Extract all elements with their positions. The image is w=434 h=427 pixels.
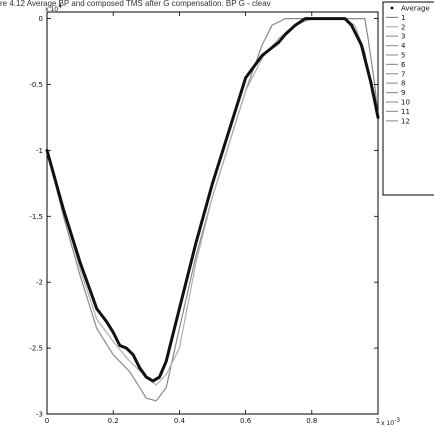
x-tick-label: 0.6 [240,417,252,425]
legend-label: 8 [401,80,405,88]
legend-entry: 12 [386,117,410,125]
y-tick-label: -1 [36,147,43,155]
y-tick-label: -0.5 [29,81,43,89]
x-axis: 0 0.2 0.4 0.6 0.8 1 [45,12,380,425]
y-scale-factor: x 104 [45,3,62,13]
legend-label: 4 [401,42,406,50]
legend-entry: 11 [386,108,410,116]
x-tick-label: 0.2 [108,417,119,425]
legend-label: 5 [401,52,405,60]
legend-entry: 8 [386,80,405,88]
legend-entry: 7 [386,70,405,78]
axis-scale-factors: x 104 x 10-3 [45,3,400,427]
legend-label: 11 [401,108,410,116]
y-axis: 0 -0.5 -1 -1.5 -2 -2.5 -3 [29,15,378,419]
legend-marker [390,6,394,10]
legend-label: 10 [401,99,410,107]
legend-entry: 1 [386,14,405,22]
x-tick-label: 0.8 [306,417,317,425]
legend-entry: Average [390,5,430,13]
legend-box [382,1,434,196]
legend-entry: 6 [386,61,406,69]
y-tick-label: -3 [36,411,43,419]
figure-caption: re 4.12 Average BP and composed TMS afte… [0,0,271,8]
legend-entry: 2 [386,23,405,31]
x-scale-factor: x 10-3 [381,417,400,427]
x-tick-label: 1 [376,417,380,425]
legend-entry: 4 [386,42,406,50]
legend-label: 3 [401,33,405,41]
legend-entry: 5 [386,52,405,60]
plot-frame [46,11,379,415]
series-layer [45,17,380,402]
x-tick-label: 0.4 [174,417,186,425]
legend-label: 9 [401,89,405,97]
legend-label: 2 [401,23,405,31]
legend-label: Average [401,5,430,13]
x-tick-label: 0 [45,417,49,425]
y-tick-label: -1.5 [29,213,43,221]
y-tick-label: -2 [36,279,43,287]
legend-entry: 3 [386,33,405,41]
legend-label: 12 [401,117,410,125]
legend-label: 7 [401,70,405,78]
y-tick-label: 0 [39,15,43,23]
legend-label: 1 [401,14,405,22]
plot-area [46,11,379,415]
legend-entry: 10 [386,99,410,107]
y-tick-label: -2.5 [29,345,43,353]
legend-entry: 9 [386,89,405,97]
series-line-average [45,17,380,383]
legend-label: 6 [401,61,406,69]
